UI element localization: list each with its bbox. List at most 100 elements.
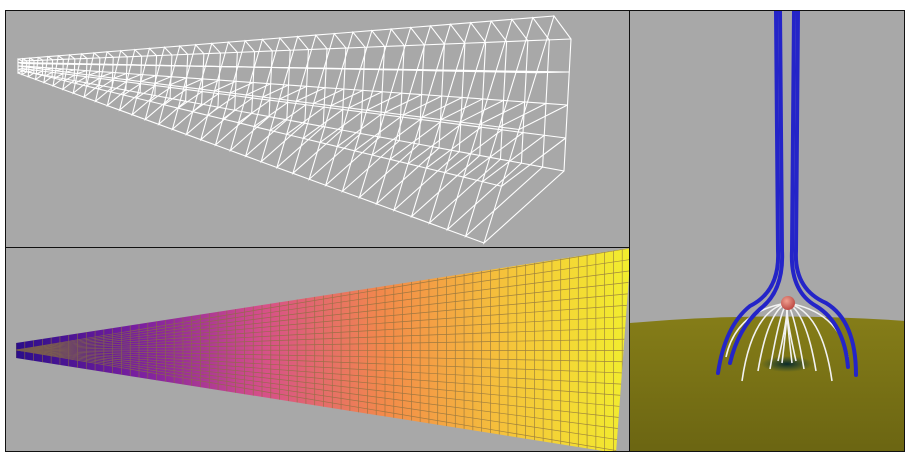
mesh-radial-line — [16, 349, 629, 442]
open-field-line-right-outer — [793, 11, 858, 377]
closed-field-line — [741, 302, 788, 382]
mesh-radial-line — [16, 349, 629, 351]
wireframe-cross-line — [101, 71, 113, 78]
mesh-radial-line — [16, 327, 629, 351]
wireframe-cross-line — [126, 73, 142, 81]
wireframe-cross-line — [279, 85, 307, 100]
wireframe-cross-line — [198, 79, 220, 90]
mesh-radial-line — [16, 349, 629, 397]
wireframe-cross-line — [64, 74, 75, 82]
wireframe-cross-line — [214, 80, 237, 92]
mesh-radial-line — [16, 304, 629, 351]
wireframe-cross-line — [501, 137, 567, 187]
wireframe-cross-line — [192, 93, 219, 113]
wireframe-cross-line — [330, 89, 364, 107]
mesh-radial-line — [16, 349, 629, 431]
colored-mesh — [16, 248, 629, 451]
wireframe-cross-line — [460, 99, 504, 123]
mesh-radial-line — [16, 349, 629, 363]
wireframe-cross-line — [169, 77, 187, 86]
wireframe-long-line — [21, 38, 572, 62]
wireframe-cross-line — [444, 129, 503, 174]
wireframe-long-line — [21, 67, 566, 139]
mesh-radial-line — [16, 349, 629, 386]
wireframe-cross-line — [498, 102, 547, 128]
wireframe-cross-line — [262, 84, 289, 98]
wireframe-cross-line — [269, 104, 307, 131]
wireframe-cross-line — [88, 71, 100, 76]
mesh-radial-line — [16, 349, 629, 420]
wireframe-long-line — [21, 65, 568, 106]
mesh-radial-line — [16, 349, 629, 408]
mesh-radial-line — [16, 349, 629, 451]
field-lines-scene — [630, 11, 904, 451]
wireframe-cross-line — [222, 97, 253, 120]
wireframe-cross-line — [74, 76, 87, 84]
wireframe-slice — [291, 32, 347, 175]
wireframe-cross-line — [123, 83, 141, 96]
wireframe-long-line — [17, 65, 520, 131]
wireframe-cross-line — [183, 78, 203, 88]
wireframe-cross-line — [286, 106, 325, 135]
mesh-radial-line — [16, 259, 629, 351]
wireframe-lines — [17, 14, 572, 245]
mesh-radial-line — [16, 315, 629, 351]
field-lines-panel[interactable] — [629, 10, 905, 452]
wireframe-cross-line — [113, 72, 127, 79]
mesh-radial-line — [16, 281, 629, 351]
mesh-radial-line — [16, 270, 629, 351]
mesh-radial-line — [16, 293, 629, 351]
wireframe-cross-line — [302, 109, 344, 139]
wireframe-cross-line — [348, 91, 383, 109]
source-sphere — [781, 296, 795, 310]
wireframe-grid — [17, 14, 572, 245]
wireframe-cross-line — [110, 81, 127, 93]
wireframe-panel[interactable] — [5, 10, 630, 248]
footpoint-shadow — [761, 356, 813, 372]
open-field-lines — [716, 11, 858, 377]
wireframe-cross-line — [482, 134, 545, 183]
wireframe-cross-line — [407, 124, 462, 165]
wireframe-cross-line — [354, 116, 401, 152]
wireframe-cross-line — [518, 104, 568, 130]
wireframe-cross-line — [384, 94, 422, 114]
ground-surface — [630, 316, 904, 451]
wireframe-cross-line — [313, 88, 345, 104]
wireframe-cross-line — [140, 75, 156, 83]
wireframe-long-line — [21, 70, 565, 172]
wireframe-cross-line — [154, 76, 172, 84]
wireframe-cross-line — [296, 87, 326, 102]
wireframe-long-line — [21, 62, 570, 73]
wireframe-cross-line — [238, 99, 271, 124]
wireframe-cross-line — [426, 126, 482, 169]
wireframe-cross-line — [336, 113, 382, 148]
mesh-radial-line — [16, 338, 629, 351]
wireframe-cross-line — [149, 87, 171, 102]
wireframe-slice — [275, 33, 328, 170]
colored-mesh-panel[interactable] — [5, 247, 630, 452]
wireframe-long-line — [17, 15, 555, 60]
wireframe-cross-line — [421, 96, 463, 118]
wireframe-cross-line — [479, 101, 525, 126]
wireframe-cross-line — [207, 95, 236, 116]
wireframe-cross-line — [253, 102, 288, 127]
wireframe-cross-line — [463, 132, 524, 178]
mesh-radial-line — [16, 248, 629, 351]
closed-field-line — [725, 302, 788, 358]
wireframe-long-line — [17, 68, 502, 187]
wireframe-cross-line — [86, 77, 100, 87]
wireframe-long-line — [17, 72, 485, 244]
wireframe-cross-line — [98, 79, 113, 90]
wireframe-cross-line — [246, 83, 271, 96]
wireframe-cross-line — [366, 92, 403, 111]
wireframe-cross-line — [440, 98, 483, 121]
mesh-radial-line — [16, 349, 629, 374]
wireframe-cross-line — [403, 95, 442, 116]
open-field-line-left-outer — [716, 11, 781, 375]
open-field-line-left-inner — [728, 11, 785, 365]
closed-field-line — [786, 308, 793, 364]
wireframe-cross-line — [319, 111, 363, 143]
open-field-line-right-inner — [789, 11, 850, 369]
wireframe-cross-line — [136, 85, 156, 99]
